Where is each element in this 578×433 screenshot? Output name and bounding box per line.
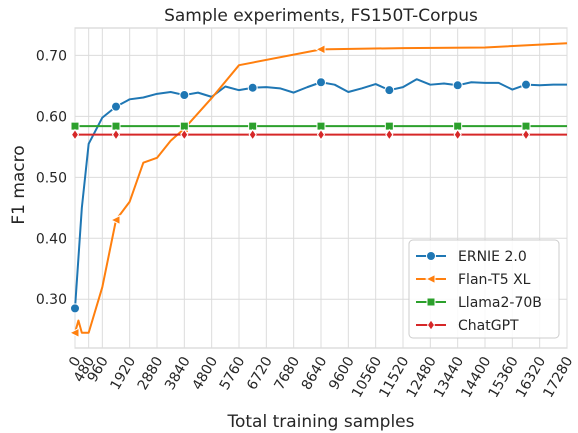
data-point-ernie-2-0 bbox=[452, 80, 463, 91]
y-tick-label: 0.60 bbox=[36, 109, 67, 125]
legend-entry-chatgpt: ChatGPT bbox=[416, 318, 519, 334]
legend-box bbox=[408, 239, 560, 339]
data-point-ernie-2-0 bbox=[70, 303, 80, 314]
legend-marker bbox=[426, 251, 436, 261]
x-axis-title: Total training samples bbox=[226, 412, 414, 432]
chart-title: Sample experiments, FS150T-Corpus bbox=[164, 6, 478, 26]
legend-marker bbox=[426, 297, 436, 307]
x-tick-label: 2880 bbox=[135, 354, 167, 393]
legend: ERNIE 2.0 Flan-T5 XL Llama2-70B ChatGPT bbox=[408, 239, 560, 339]
data-point-flan-t5-xl bbox=[314, 44, 326, 55]
y-tick-label: 0.30 bbox=[36, 292, 67, 308]
x-tick-label: 4800 bbox=[189, 354, 221, 393]
series-chatgpt bbox=[70, 128, 567, 141]
data-point-chatgpt bbox=[521, 128, 531, 141]
legend-label: ChatGPT bbox=[458, 318, 519, 334]
y-tick-label: 0.40 bbox=[36, 231, 67, 247]
legend-entry-flan-t5-xl: Flan-T5 XL bbox=[416, 272, 531, 288]
y-tick-label: 0.70 bbox=[36, 48, 67, 64]
data-point-chatgpt bbox=[316, 128, 326, 141]
legend-label: Llama2-70B bbox=[458, 295, 542, 311]
data-point-chatgpt bbox=[385, 128, 394, 141]
x-tick-label: 3840 bbox=[162, 354, 194, 393]
x-tick-label: 7680 bbox=[271, 354, 303, 393]
legend-entry-llama2-70b: Llama2-70B bbox=[416, 295, 542, 311]
series-group bbox=[68, 42, 568, 339]
data-point-chatgpt bbox=[180, 128, 189, 141]
legend-marker bbox=[424, 273, 436, 285]
x-tick-label: 6720 bbox=[244, 354, 276, 393]
y-axis-title: F1 macro bbox=[9, 145, 29, 224]
data-point-flan-t5-xl bbox=[68, 327, 80, 339]
series-line-flan-t5-xl bbox=[74, 42, 568, 334]
data-point-ernie-2-0 bbox=[247, 82, 258, 93]
data-point-chatgpt bbox=[111, 128, 121, 141]
x-tick-label: 5760 bbox=[217, 354, 249, 393]
legend-label: ERNIE 2.0 bbox=[458, 249, 527, 265]
x-tick-label: 8640 bbox=[299, 354, 331, 393]
series-llama2-70b bbox=[70, 121, 567, 131]
y-axis-ticks: 0.30 0.40 0.50 0.60 0.70 bbox=[36, 48, 67, 308]
x-tick-label: 1920 bbox=[107, 354, 139, 393]
series-ernie-2-0 bbox=[70, 77, 567, 314]
legend-marker bbox=[426, 319, 436, 331]
legend-entry-ernie-2-0: ERNIE 2.0 bbox=[416, 249, 527, 265]
data-point-ernie-2-0 bbox=[521, 79, 531, 90]
data-point-ernie-2-0 bbox=[384, 85, 395, 96]
legend-label: Flan-T5 XL bbox=[458, 272, 531, 288]
data-point-ernie-2-0 bbox=[316, 77, 326, 88]
data-point-ernie-2-0 bbox=[179, 90, 190, 101]
series-line-ernie-2-0 bbox=[74, 78, 567, 309]
y-tick-label: 0.50 bbox=[36, 170, 67, 186]
x-axis-ticks: 0480960192028803840480057606720768086409… bbox=[66, 354, 576, 401]
data-point-flan-t5-xl bbox=[109, 214, 121, 226]
data-point-chatgpt bbox=[248, 128, 257, 141]
data-point-ernie-2-0 bbox=[111, 101, 121, 112]
data-point-chatgpt bbox=[453, 128, 462, 141]
data-point-chatgpt bbox=[70, 128, 80, 141]
